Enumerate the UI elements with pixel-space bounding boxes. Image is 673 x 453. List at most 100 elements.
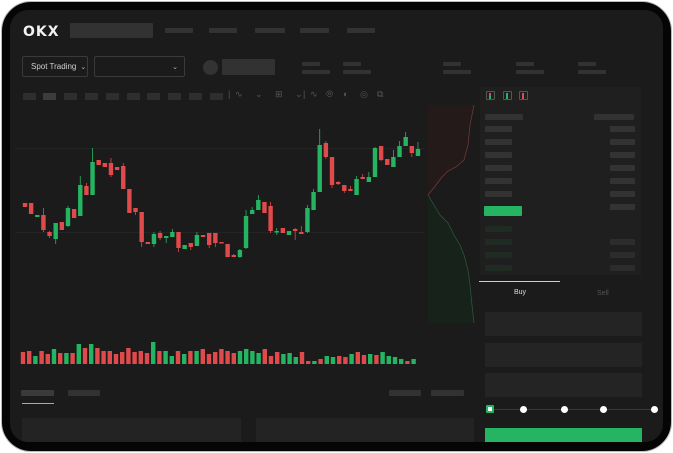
candle-body [366,177,372,182]
candle-body [329,157,335,185]
ask-amount [610,126,635,132]
candle [403,132,408,146]
candle-body [78,185,83,216]
depth-chart [427,105,475,324]
candlestick-chart[interactable] [15,110,425,270]
candle [90,148,95,195]
volume-bar [318,359,323,364]
candle [213,233,218,247]
orderbook-bids-icon[interactable] [503,91,512,100]
ask-price [485,178,512,184]
nav-item[interactable] [255,28,285,33]
volume-bar [82,348,88,364]
candle-body [194,235,200,246]
chart-type-icon[interactable]: ⊞ [275,89,283,99]
candle [47,231,52,238]
candle [342,185,347,193]
timeframe-button[interactable] [23,93,36,100]
pair-dropdown[interactable]: ⌄ [94,56,185,77]
candle-body [225,244,230,257]
measure-icon[interactable]: ◐ [343,89,349,99]
chevron-down-icon[interactable]: ⌄ [295,89,303,99]
candle-body [292,229,298,231]
timeframe-button[interactable] [210,93,223,100]
volume-bar [361,355,367,364]
timeframe-button[interactable] [127,93,140,100]
volume-bar [194,351,199,364]
volume-bar [126,348,131,364]
candle [354,176,359,195]
chevron-down-icon: ⌄ [172,63,178,71]
slider-track[interactable] [490,409,658,410]
filter-button[interactable] [431,390,464,396]
tab-open-orders[interactable] [21,390,54,396]
nav-item[interactable] [347,28,375,33]
candle-body [114,167,120,170]
search-bar[interactable] [70,23,153,38]
filter-button[interactable] [389,390,421,396]
timeframe-button[interactable] [64,93,77,100]
candle [329,157,335,188]
slider-step[interactable] [520,406,527,413]
candle [157,231,163,240]
buy-button[interactable] [485,428,642,442]
tab-order-history[interactable] [68,390,100,396]
volume-bar [399,359,404,364]
volume-bar [330,357,336,364]
bid-amount [610,265,635,271]
indicator-icon[interactable]: ∿ [235,89,243,99]
candle-body [372,148,378,177]
nav-item[interactable] [209,28,237,33]
orderbook-asks-icon[interactable] [519,91,528,100]
slider-step[interactable] [561,406,568,413]
market-type-dropdown[interactable]: Spot Trading ⌄ [22,56,88,77]
volume-bar [219,349,224,364]
okx-logo[interactable]: OKX [23,24,60,40]
candle [108,158,114,177]
candle [200,235,206,237]
candle-body [22,203,28,207]
volume-bar [27,351,32,364]
chevron-down-icon[interactable]: ⌄ [255,89,263,99]
timeframe-button[interactable] [85,93,98,100]
timeframe-button[interactable] [147,93,160,100]
timeframe-button[interactable] [168,93,181,100]
bid-amount [610,252,635,258]
fullscreen-icon[interactable]: ⧉ [377,89,384,99]
tab-sell[interactable]: Sell [597,290,609,297]
target-icon[interactable]: ◎ [360,89,368,99]
line-tool-icon[interactable]: ∿ [310,89,318,99]
candle [22,203,28,207]
volume-bar [213,352,218,364]
nav-item[interactable] [300,28,329,33]
candle-body [53,223,58,239]
candle [256,195,261,210]
tab-underline [22,403,54,404]
volume-bar [262,349,267,364]
total-input[interactable] [485,373,642,397]
slider-step[interactable] [600,406,607,413]
candle-body [200,235,206,237]
volume-bar [287,353,292,364]
amount-input[interactable] [485,343,642,367]
timeframe-button[interactable] [43,93,56,100]
slider-handle[interactable] [486,405,494,413]
candle-body [360,177,365,179]
tab-buy[interactable]: Buy [514,289,527,296]
volume-bar [368,354,373,364]
volume-bar [175,351,181,364]
price-input[interactable] [485,312,642,336]
orderbook-both-icon[interactable] [486,91,495,100]
bid-price [485,239,512,245]
candle-body [71,209,77,218]
volume-bar [256,353,261,364]
timeframe-button[interactable] [106,93,119,100]
nav-item[interactable] [165,28,193,33]
volume-bar [281,354,286,364]
candle-body [280,228,286,233]
candle [78,176,83,216]
volume-bar [120,352,125,364]
ruler-icon[interactable]: ⦾ [326,89,334,99]
slider-step[interactable] [651,406,658,413]
timeframe-button[interactable] [189,93,202,100]
